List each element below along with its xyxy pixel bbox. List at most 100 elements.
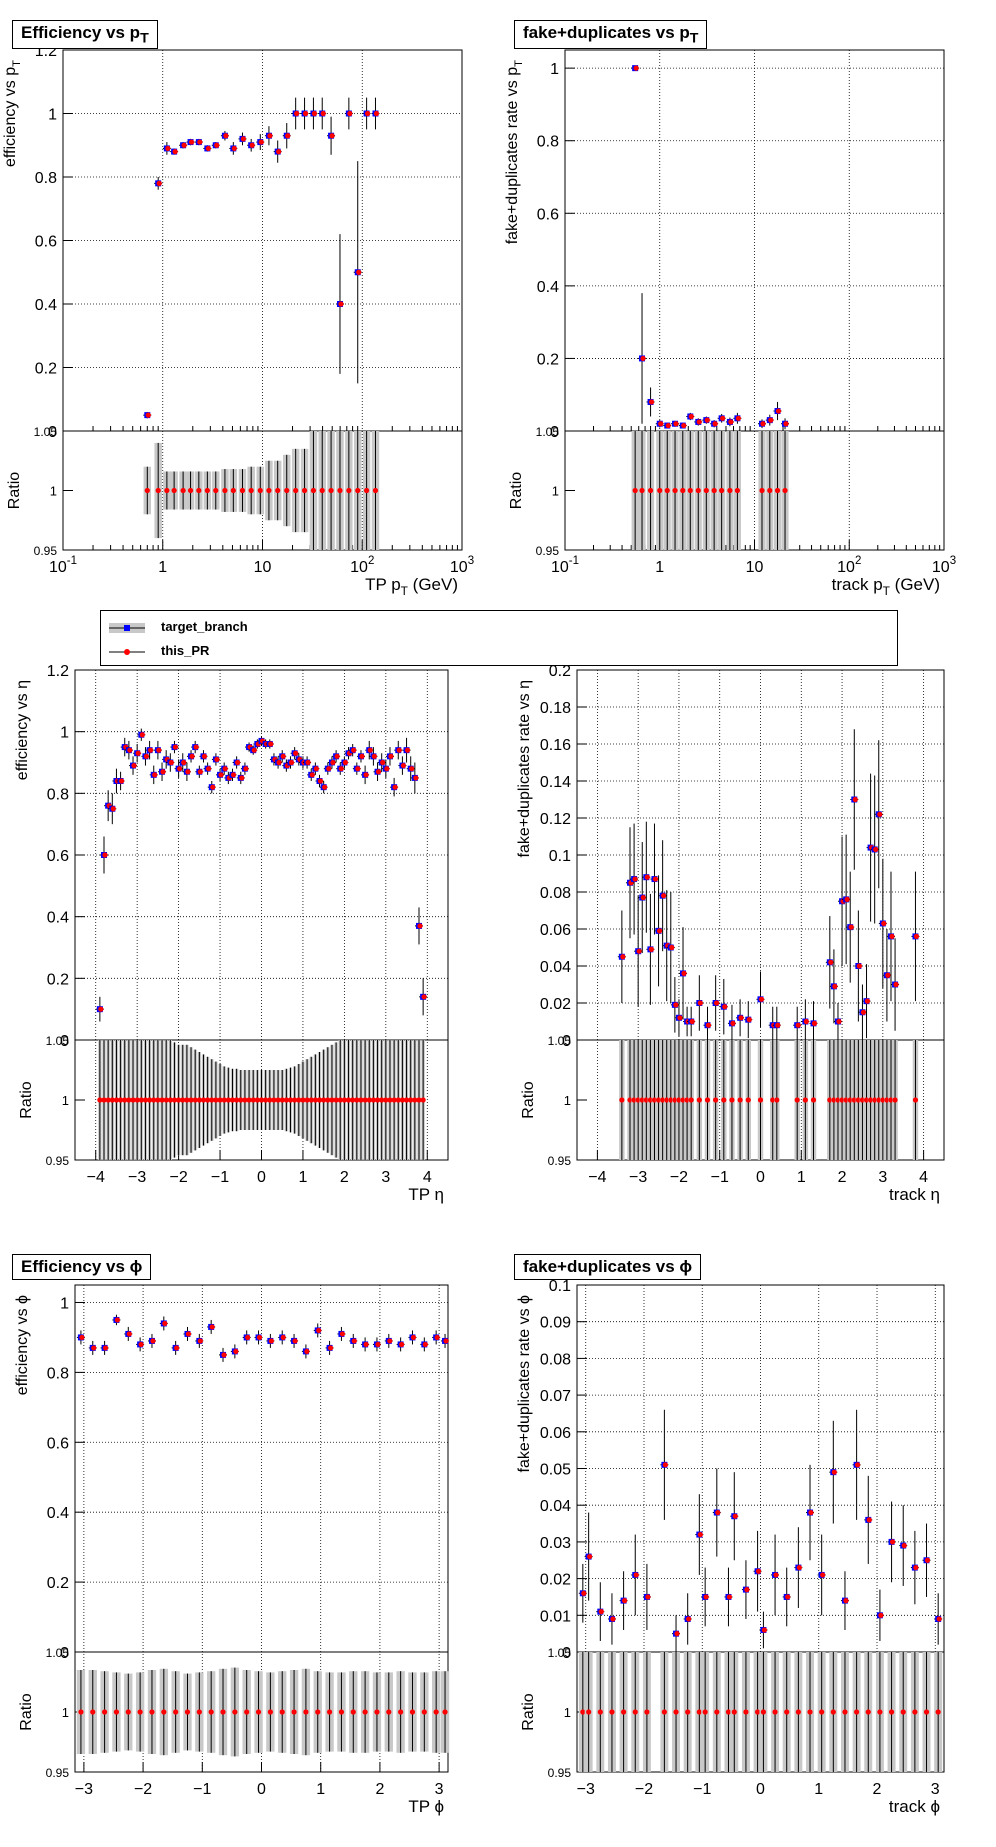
ratio-point — [923, 1709, 930, 1715]
data-point-pr — [79, 1334, 85, 1341]
data-point-pr — [581, 1590, 587, 1596]
data-point-pr — [329, 133, 335, 139]
data-point-pr — [728, 419, 734, 425]
ratio-point — [238, 1097, 244, 1103]
data-point-pr — [233, 1348, 239, 1355]
x-tick-label: 3 — [435, 1781, 444, 1798]
y-tick-label: 0.06 — [540, 1425, 571, 1442]
ratio-point — [221, 1097, 227, 1103]
ratio-point — [246, 1097, 252, 1103]
ratio-point — [101, 1097, 107, 1103]
x-axis-label: TP ϕ — [408, 1797, 444, 1816]
ratio-point — [161, 1709, 167, 1715]
ratio-point — [888, 1097, 894, 1103]
y-tick-label: 1 — [60, 1295, 69, 1312]
data-point-pr — [375, 1341, 381, 1348]
data-point-pr — [866, 1517, 872, 1523]
x-tick-label: 0 — [756, 1781, 765, 1798]
data-point-pr — [681, 970, 687, 977]
data-point-pr — [327, 1345, 334, 1351]
ratio-point — [209, 1097, 215, 1103]
ratio-point — [713, 1097, 719, 1103]
ratio-point — [97, 1097, 103, 1103]
ratio-point — [714, 1709, 720, 1715]
data-point-pr — [661, 893, 667, 899]
data-point-pr — [150, 1338, 156, 1344]
x-tick-label: −1 — [193, 1781, 211, 1798]
ratio-y-tick-label: 1 — [564, 1705, 571, 1720]
ratio-point — [676, 1097, 682, 1103]
x-tick-label: −3 — [128, 1169, 146, 1186]
data-point-pr — [811, 1020, 818, 1026]
ratio-point — [244, 1709, 250, 1715]
data-point-pr — [636, 948, 642, 954]
ratio-point — [292, 1097, 298, 1103]
data-point-pr — [640, 355, 646, 362]
data-point-pr — [309, 772, 315, 778]
data-point-pr — [400, 762, 407, 769]
ratio-point — [647, 487, 654, 494]
ratio-point — [291, 1709, 297, 1715]
data-point-pr — [197, 139, 203, 145]
x-tick-label: −2 — [670, 1169, 688, 1186]
y-tick-label: 1 — [60, 725, 69, 742]
ratio-y-tick-label: 0.95 — [548, 1766, 572, 1780]
ratio-point — [310, 487, 317, 494]
x-tick-label: 10-1 — [49, 555, 77, 576]
ratio-point — [137, 1709, 143, 1715]
ratio-point — [782, 487, 788, 494]
data-point-pr — [610, 1616, 616, 1622]
ratio-point — [275, 1097, 281, 1103]
y-tick-label: 0.1 — [549, 1278, 571, 1295]
y-tick-label: 0.6 — [35, 234, 57, 251]
ratio-point — [847, 1097, 853, 1103]
data-point-pr — [768, 417, 774, 423]
data-point-pr — [311, 110, 318, 117]
ratio-point — [647, 1097, 654, 1103]
data-point-pr — [689, 1018, 695, 1025]
ratio-point — [843, 1097, 849, 1103]
ratio-point — [672, 487, 678, 494]
data-point-pr — [114, 1317, 121, 1323]
ratio-point — [176, 1097, 182, 1103]
ratio-point — [655, 1097, 662, 1103]
ratio-point — [204, 487, 210, 494]
data-point-pr — [681, 422, 687, 429]
ratio-point — [255, 1709, 262, 1715]
data-point-pr — [856, 963, 862, 969]
data-point-pr — [936, 1616, 942, 1622]
ratio-point — [271, 1097, 277, 1103]
data-point-pr — [221, 1352, 227, 1358]
data-point-pr — [421, 994, 427, 1000]
ratio-point — [767, 487, 773, 494]
x-axis-label: track pT (GeV) — [832, 575, 940, 598]
ratio-point — [346, 487, 352, 494]
ratio-point — [830, 1709, 836, 1715]
data-point-pr — [828, 959, 834, 965]
data-point-pr — [396, 747, 402, 753]
data-point-pr — [249, 142, 255, 148]
ratio-point — [350, 1097, 356, 1103]
ratio-axis-label: Ratio — [6, 472, 23, 509]
title-efficiency-pt: Efficiency vs pT — [12, 20, 158, 50]
data-point-pr — [404, 747, 411, 753]
ratio-y-tick-label: 1.05 — [34, 425, 58, 439]
data-point-pr — [156, 180, 162, 186]
x-tick-label: 102 — [350, 555, 374, 576]
ratio-point — [912, 1097, 919, 1103]
data-point-pr — [852, 796, 858, 803]
x-tick-label: −2 — [635, 1781, 653, 1798]
ratio-point — [138, 1097, 144, 1103]
ratio-point — [892, 1097, 898, 1103]
data-point-pr — [696, 419, 702, 425]
y-tick-label: 0.16 — [540, 737, 571, 754]
ratio-point — [113, 1097, 120, 1103]
data-point-pr — [746, 1017, 752, 1023]
ratio-y-tick-label: 1 — [552, 484, 559, 499]
ratio-point — [702, 1709, 708, 1715]
data-point-pr — [177, 766, 183, 772]
data-point-pr — [317, 778, 324, 784]
ratio-y-tick-label: 1.05 — [46, 1646, 70, 1660]
data-point-pr — [893, 981, 899, 988]
ratio-point — [729, 1097, 735, 1103]
